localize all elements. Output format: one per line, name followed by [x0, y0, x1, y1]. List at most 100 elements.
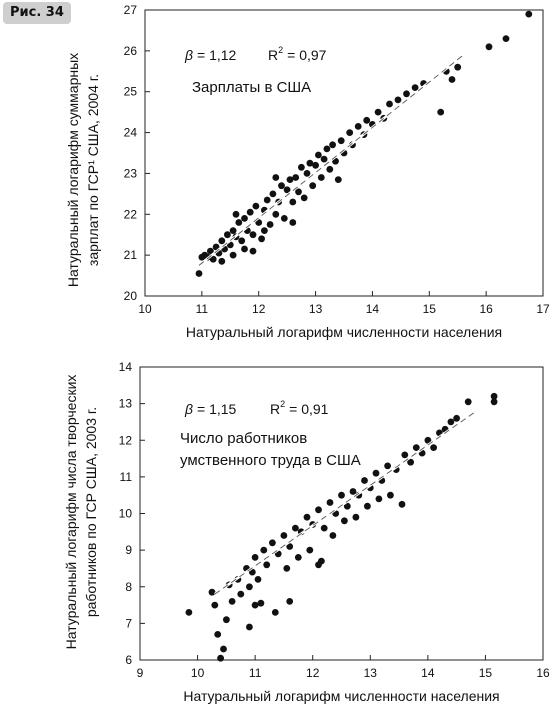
x-tick-label: 11	[196, 302, 209, 316]
data-point	[280, 215, 288, 222]
data-point	[329, 141, 336, 149]
x-tick-label: 17	[536, 302, 550, 316]
x-axis-label: Натуральный логарифм численности населен…	[183, 688, 499, 704]
data-point	[249, 247, 257, 255]
data-point	[283, 565, 291, 572]
data-point	[485, 43, 493, 51]
data-point	[246, 583, 253, 591]
data-point	[430, 444, 437, 451]
data-point	[401, 451, 409, 459]
r-squared-value: = 0,97	[287, 47, 327, 63]
data-point	[363, 116, 371, 124]
data-point	[228, 598, 236, 605]
x-tick-label: 16	[536, 666, 550, 680]
figure-label: Рис. 34	[3, 2, 71, 24]
panel-annotation: Число работников	[180, 430, 307, 447]
x-tick-label: 15	[423, 302, 437, 316]
data-point	[349, 488, 357, 495]
data-point	[315, 151, 322, 159]
data-point	[241, 215, 248, 222]
data-point	[502, 35, 510, 42]
y-tick-label: 24	[124, 126, 138, 140]
data-point	[394, 96, 402, 104]
r-squared-base: R	[270, 401, 280, 417]
data-point	[407, 458, 414, 466]
data-point	[217, 654, 225, 662]
x-tick-label: 14	[421, 666, 435, 680]
data-point	[361, 477, 368, 484]
data-point	[224, 231, 231, 239]
regression-line-dash	[198, 54, 464, 266]
data-point	[218, 237, 226, 245]
data-point	[211, 601, 219, 609]
x-tick-label: 13	[309, 302, 323, 316]
data-points	[195, 10, 533, 277]
x-tick-label: 13	[364, 666, 378, 680]
x-tick-label: 11	[249, 666, 262, 680]
data-point	[374, 108, 382, 116]
data-point	[300, 194, 308, 202]
data-point	[320, 524, 328, 532]
data-point	[337, 137, 345, 145]
data-point	[453, 414, 460, 422]
y-tick-label: 22	[124, 207, 138, 221]
data-point	[286, 598, 294, 605]
x-tick-label: 14	[366, 302, 380, 316]
data-point	[271, 609, 279, 616]
data-point	[447, 418, 455, 426]
y-tick-label: 20	[124, 289, 138, 303]
y-axis-label: работников по ГСР США, 2003 г.	[83, 407, 99, 617]
r-squared-value: = 0,91	[289, 401, 329, 417]
data-point	[364, 502, 371, 510]
x-tick-label: 16	[479, 302, 493, 316]
data-point	[387, 491, 394, 499]
y-tick-label: 27	[124, 3, 138, 17]
data-point	[208, 588, 216, 596]
data-point	[448, 76, 456, 83]
regression-line-dash	[214, 412, 475, 595]
data-point	[218, 257, 226, 265]
data-point	[272, 210, 280, 218]
x-tick-label: 15	[479, 666, 493, 680]
y-axis-label: зарплат по ГСР¹ США, 2004 г.	[85, 74, 101, 266]
data-point	[263, 196, 271, 204]
beta-value: = 1,12	[197, 47, 237, 63]
data-point	[286, 543, 294, 550]
data-point	[266, 221, 274, 228]
data-point	[315, 506, 322, 514]
data-point	[283, 186, 291, 194]
data-point	[346, 129, 354, 137]
data-point	[490, 398, 498, 406]
data-point	[251, 601, 259, 609]
y-tick-label: 21	[124, 248, 138, 262]
scatter-panel-creative-workers: 9 10 11 12 13 14 15 16 6 7 8 9 10 11 12 13 14 Натуральный…	[63, 360, 550, 704]
beta-value: = 1,15	[197, 401, 237, 417]
y-tick-label: 10	[119, 507, 133, 521]
y-axis-label: Натуральный логарифм суммарных	[65, 53, 81, 287]
y-tick-label: 12	[119, 433, 133, 447]
data-point	[317, 174, 325, 181]
data-point	[323, 145, 331, 153]
data-point	[343, 502, 351, 510]
r-squared-label: R2 = 0,91	[270, 399, 329, 417]
y-tick-label: 25	[124, 85, 138, 99]
data-point	[303, 170, 311, 177]
data-point	[306, 159, 314, 167]
data-points	[185, 392, 498, 662]
data-point	[490, 392, 498, 400]
r-squared-exponent: 2	[278, 45, 283, 55]
y-axis-label: Натуральный логарифм числа творческих	[63, 375, 79, 650]
data-point	[326, 499, 334, 506]
y-tick-label: 26	[124, 44, 138, 58]
data-point	[338, 491, 345, 499]
data-point	[292, 524, 299, 532]
data-point	[249, 231, 257, 239]
beta-symbol: β	[184, 401, 193, 417]
y-tick-label: 13	[119, 397, 133, 411]
data-point	[214, 631, 222, 638]
panel-annotation: умственного труда в США	[180, 452, 361, 469]
data-point	[258, 235, 265, 243]
r-squared-exponent: 2	[280, 399, 285, 409]
data-point	[272, 174, 280, 181]
